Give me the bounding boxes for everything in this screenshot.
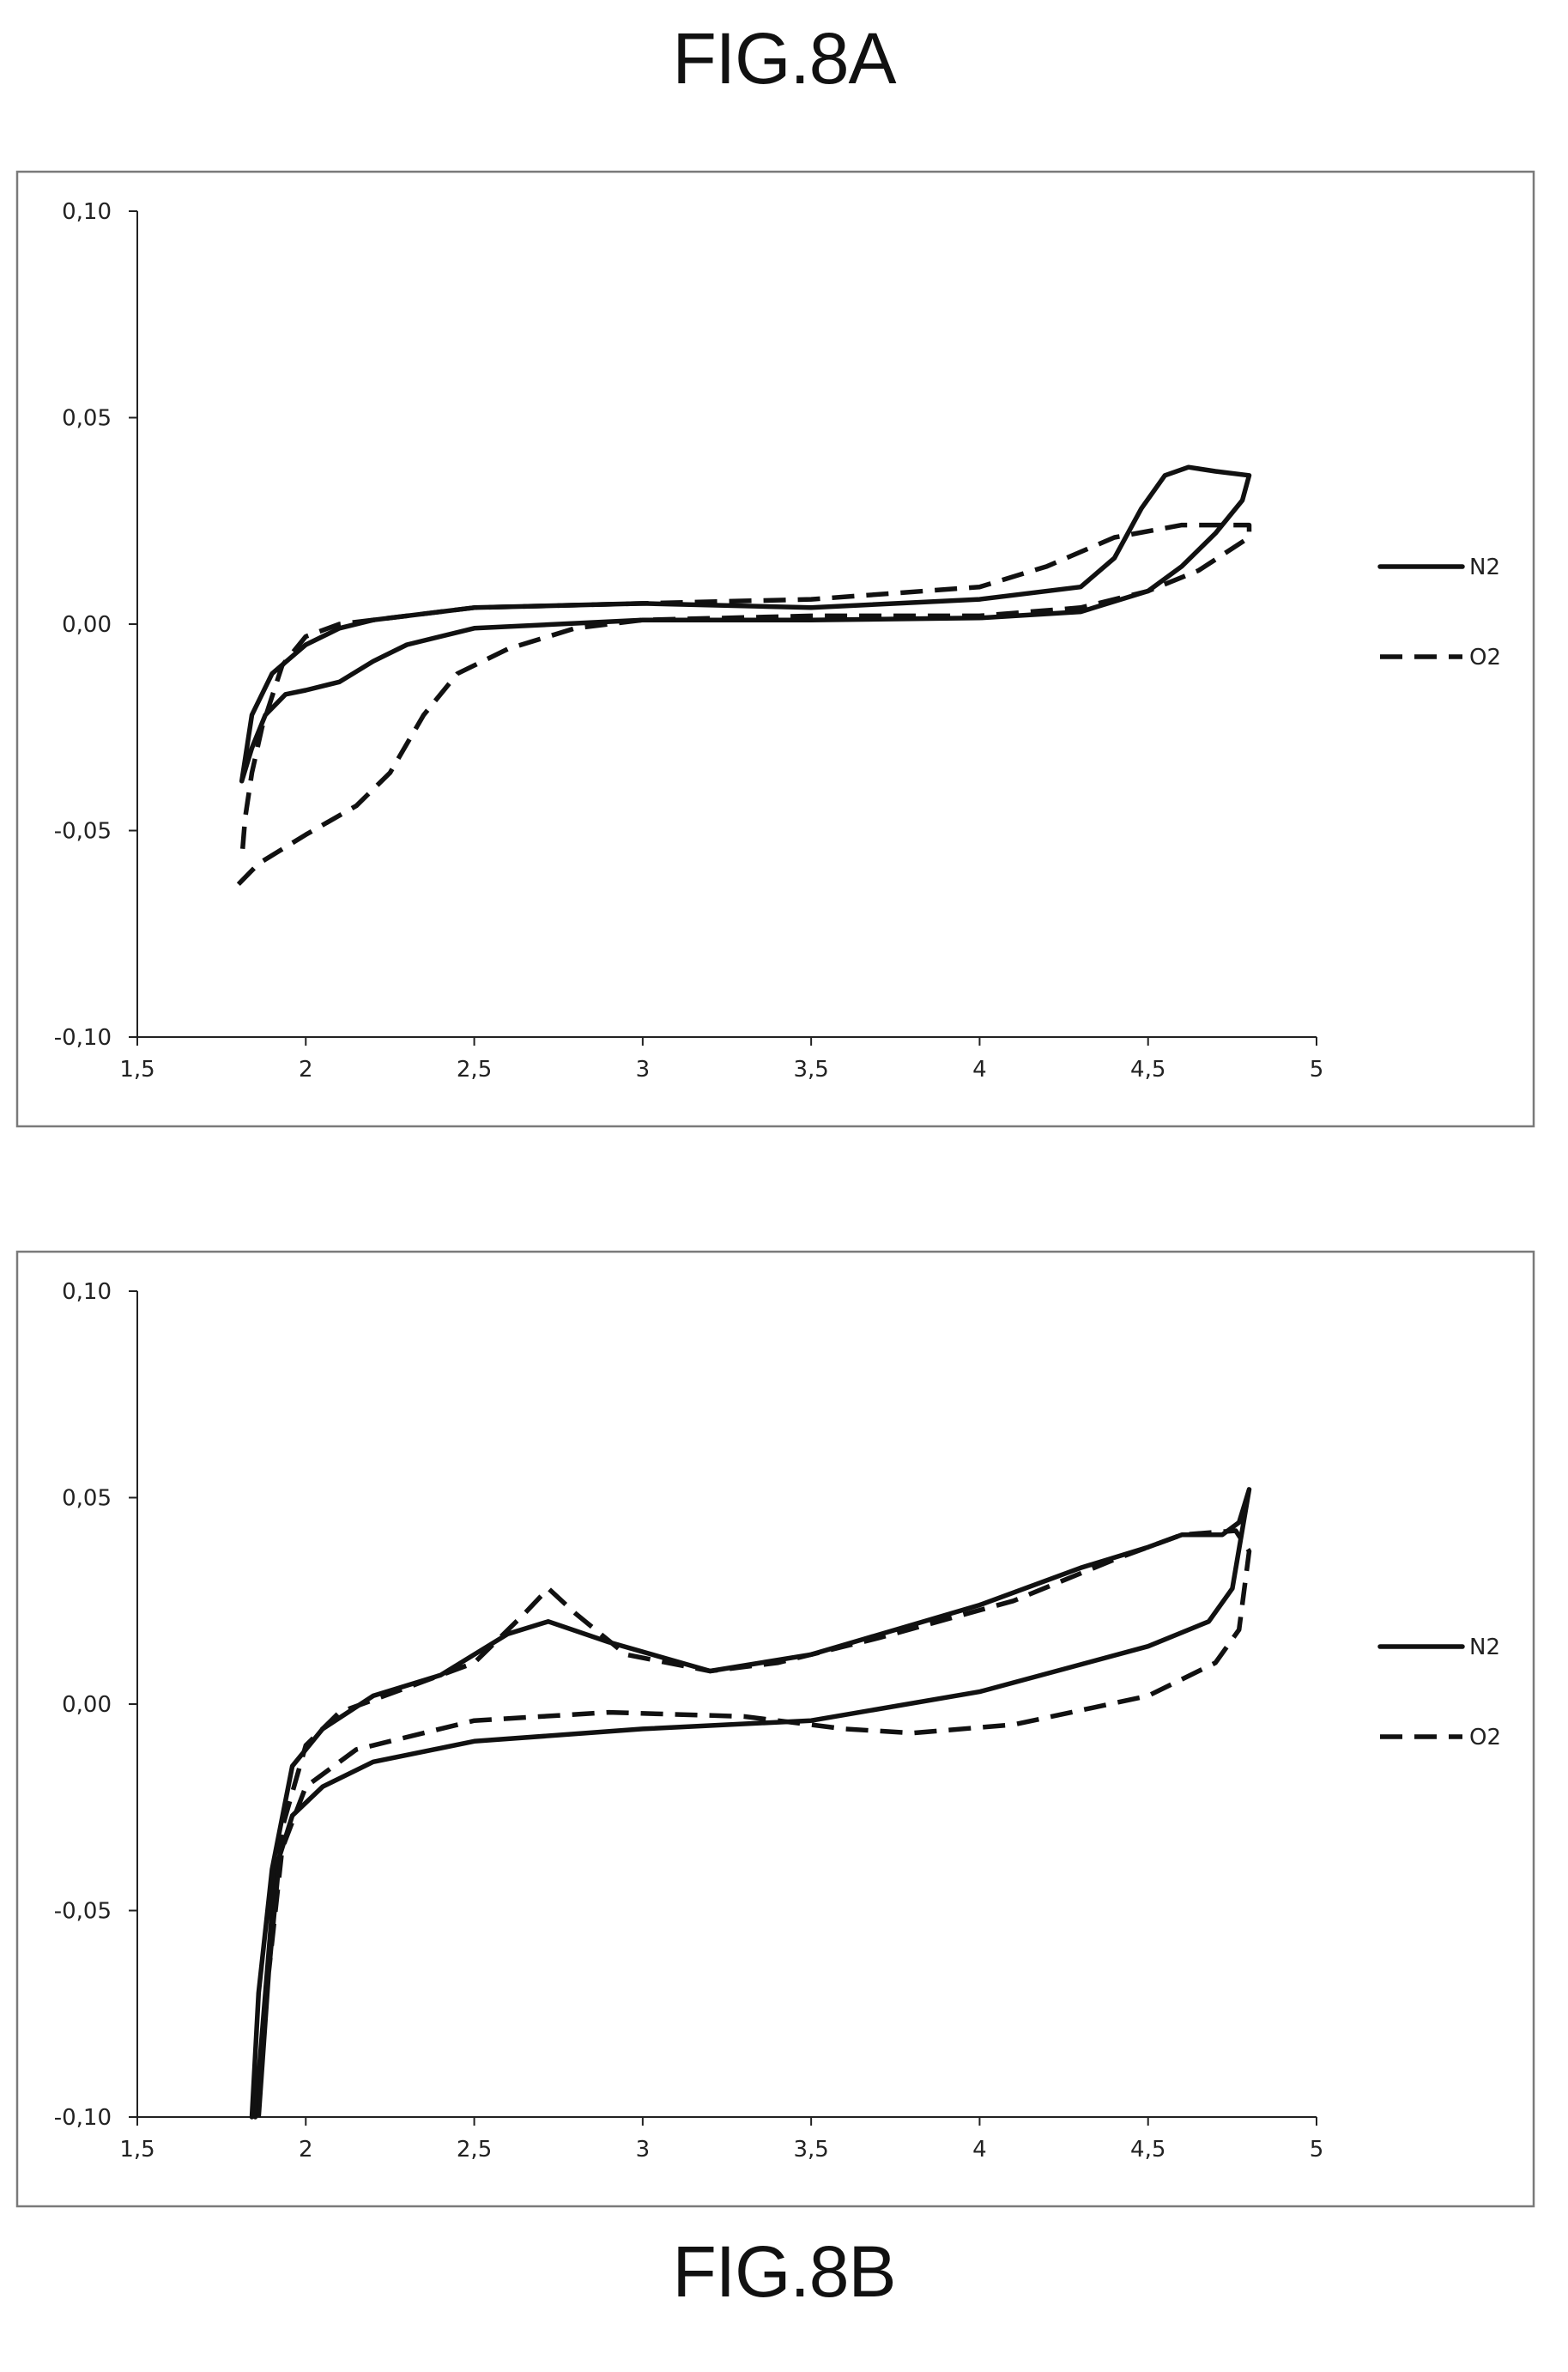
series-line-o2 <box>236 522 1252 886</box>
x-tick-label: 3 <box>636 1057 651 1083</box>
x-tick-label: 3 <box>636 2137 651 2163</box>
chart-panel-8b: -0,10 -0,05 0,00 0,05 0,10 1,5 2 2,5 3 3,5 4 4,5 5 N2… <box>15 1250 1535 2208</box>
figure-8b-title: FIG.8B <box>672 2231 896 2312</box>
series-line-n2 <box>249 1487 1252 2120</box>
x-tick-label: 2 <box>299 1057 313 1083</box>
x-tick-label: 4 <box>972 2137 987 2163</box>
x-tick-label: 4 <box>972 1057 987 1083</box>
y-tick-label: -0,05 <box>54 1899 112 1925</box>
y-tick-label: 0,00 <box>62 612 112 638</box>
y-tick-label: 0,05 <box>62 406 112 432</box>
y-tick-label: -0,10 <box>54 2105 112 2131</box>
y-tick-label: 0,10 <box>62 1279 112 1305</box>
x-tick-label: 3,5 <box>793 2137 828 2163</box>
x-tick-label: 2,5 <box>457 2137 492 2163</box>
chart-frame <box>15 170 1535 1128</box>
x-tick-label: 5 <box>1310 1057 1324 1083</box>
x-tick-label: 1,5 <box>119 2137 154 2163</box>
legend-label-o2: O2 <box>1469 645 1501 670</box>
series-line-n2 <box>239 464 1252 784</box>
x-tick-label: 2 <box>299 2137 313 2163</box>
x-tick-label: 4,5 <box>1130 2137 1165 2163</box>
x-tick-label: 5 <box>1310 2137 1324 2163</box>
legend-label-n2: N2 <box>1469 555 1500 580</box>
y-tick-label: 0,10 <box>62 199 112 225</box>
y-tick-label: 0,05 <box>62 1486 112 1512</box>
x-tick-label: 4,5 <box>1130 1057 1165 1083</box>
y-tick-label: -0,10 <box>54 1025 112 1051</box>
legend-label-o2: O2 <box>1469 1725 1501 1750</box>
x-tick-label: 2,5 <box>457 1057 492 1083</box>
series-line-o2 <box>256 1528 1252 2118</box>
legend-label-n2: N2 <box>1469 1635 1500 1660</box>
x-tick-label: 3,5 <box>793 1057 828 1083</box>
chart-frame <box>15 1250 1535 2208</box>
y-tick-label: -0,05 <box>54 819 112 845</box>
y-tick-label: 0,00 <box>62 1692 112 1718</box>
x-tick-label: 1,5 <box>119 1057 154 1083</box>
figure-8a-title: FIG.8A <box>672 18 896 99</box>
chart-panel-8a: -0,10 -0,05 0,00 0,05 0,10 1,5 2 2,5 3 3,5 4 4,5 5 N2… <box>15 170 1535 1128</box>
